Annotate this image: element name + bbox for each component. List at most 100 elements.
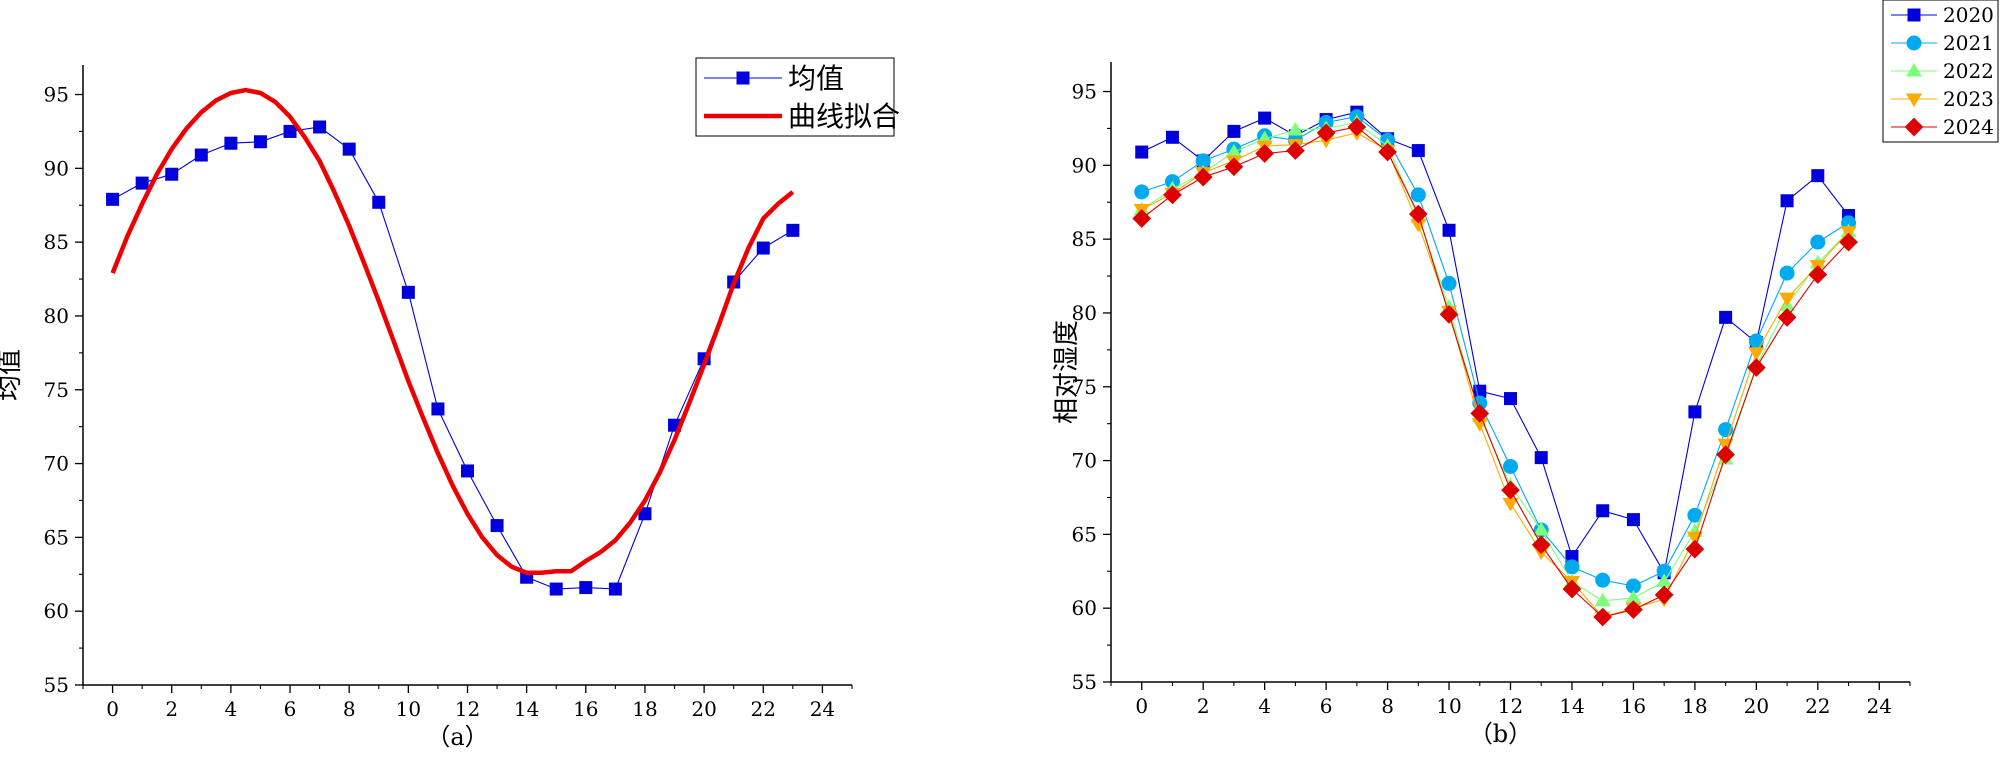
data-point-2020 — [1534, 451, 1548, 465]
series-line-均值 — [112, 126, 794, 590]
data-point-均值 — [579, 581, 593, 595]
x-tick-label: 24 — [810, 697, 835, 721]
data-point-2023 — [1471, 418, 1488, 432]
x-tick-label: 20 — [1744, 694, 1769, 718]
legend-label: 2021 — [1943, 31, 1994, 55]
data-point-2024 — [1716, 445, 1735, 465]
x-tick-label: 16 — [573, 697, 598, 721]
x-tick-label: 14 — [1559, 694, 1584, 718]
data-point-均值 — [608, 582, 622, 596]
data-point-2024 — [1255, 144, 1275, 163]
y-tick-label: 85 — [1072, 227, 1097, 251]
data-point-均值 — [135, 176, 149, 190]
x-tick-label: 12 — [1498, 694, 1523, 718]
y-tick-label: 85 — [44, 230, 69, 254]
y-tick-label: 80 — [1072, 301, 1097, 325]
legend-label: 2020 — [1943, 3, 1994, 27]
y-tick-label: 80 — [44, 304, 69, 328]
data-point-2020 — [1442, 223, 1456, 237]
y-tick-label: 90 — [1072, 153, 1097, 177]
series-line-2021 — [1141, 116, 1849, 587]
data-point-均值 — [194, 148, 208, 162]
legend-marker — [1905, 62, 1923, 77]
series-line-2020 — [1141, 111, 1849, 574]
x-tick-label: 20 — [691, 697, 716, 721]
data-point-2021 — [1625, 578, 1641, 594]
data-point-2021 — [1503, 458, 1518, 474]
data-point-2024 — [1286, 141, 1305, 160]
data-point-2024 — [1316, 123, 1336, 143]
data-point-2022 — [1625, 589, 1642, 604]
x-tick-label: 8 — [343, 697, 356, 721]
data-point-2024 — [1531, 535, 1551, 555]
x-tick-label: 14 — [514, 697, 539, 721]
x-tick-label: 24 — [1867, 694, 1892, 718]
data-point-2024 — [1624, 600, 1643, 620]
legend-box — [695, 57, 895, 137]
x-tick-label: 16 — [1621, 694, 1646, 718]
y-tick-label: 70 — [44, 452, 69, 476]
data-point-2024 — [1132, 209, 1152, 228]
data-point-2021 — [1810, 234, 1826, 250]
data-point-2024 — [1593, 607, 1613, 627]
x-tick-label: 12 — [455, 697, 480, 721]
y-tick-label: 55 — [1072, 670, 1097, 694]
x-tick-label: 8 — [1381, 694, 1394, 718]
data-point-均值 — [401, 285, 415, 299]
x-tick-label: 6 — [1320, 694, 1333, 718]
data-point-2023 — [1410, 218, 1427, 233]
y-tick-label: 65 — [1072, 522, 1097, 546]
data-point-均值 — [638, 507, 652, 521]
data-point-2024 — [1378, 142, 1397, 162]
data-point-2024 — [1470, 403, 1490, 423]
legend-marker — [1905, 93, 1923, 108]
panel-caption: （b） — [1469, 720, 1532, 748]
data-point-2024 — [1685, 539, 1705, 559]
data-point-2021 — [1441, 275, 1457, 291]
data-point-2020 — [1135, 145, 1149, 159]
y-tick-label: 55 — [44, 673, 69, 697]
data-point-2020 — [1811, 169, 1825, 183]
series-line-2022 — [1141, 121, 1849, 602]
data-point-均值 — [224, 136, 238, 150]
legend-marker — [1907, 8, 1921, 22]
data-point-均值 — [342, 142, 356, 156]
data-point-2022 — [1225, 144, 1242, 158]
data-point-2021 — [1687, 507, 1703, 523]
data-point-2021 — [1134, 184, 1150, 200]
y-tick-label: 75 — [1072, 375, 1097, 399]
y-tick-label: 60 — [44, 599, 69, 623]
y-tick-label: 60 — [1072, 596, 1097, 620]
y-tick-label: 90 — [44, 156, 69, 180]
data-point-2024 — [1193, 167, 1213, 187]
y-tick-label: 95 — [44, 83, 69, 107]
x-tick-label: 4 — [1258, 694, 1271, 718]
data-point-均值 — [461, 464, 474, 478]
data-point-均值 — [756, 241, 770, 255]
data-point-均值 — [106, 192, 120, 206]
y-tick-label: 65 — [44, 525, 69, 549]
data-point-2022 — [1594, 592, 1611, 607]
data-point-2021 — [1779, 265, 1795, 281]
data-point-2024 — [1224, 157, 1244, 177]
data-point-2020 — [1165, 130, 1179, 144]
data-point-2021 — [1564, 559, 1580, 575]
data-point-2024 — [1501, 480, 1520, 500]
data-point-2024 — [1439, 305, 1459, 324]
data-point-均值 — [431, 402, 445, 416]
data-point-2022 — [1656, 573, 1673, 588]
x-tick-label: 18 — [1682, 694, 1707, 718]
y-tick-label: 95 — [1072, 80, 1097, 104]
data-point-2020 — [1626, 513, 1640, 527]
data-point-2021 — [1195, 153, 1211, 169]
data-point-2020 — [1227, 124, 1241, 138]
data-point-2020 — [1411, 144, 1425, 158]
series-line-曲线拟合 — [110, 87, 795, 576]
data-point-2022 — [1287, 121, 1304, 136]
data-point-2024 — [1839, 232, 1858, 252]
legend-label: 2024 — [1943, 115, 1994, 139]
y-tick-label: 75 — [44, 378, 69, 402]
data-point-均值 — [786, 223, 800, 237]
